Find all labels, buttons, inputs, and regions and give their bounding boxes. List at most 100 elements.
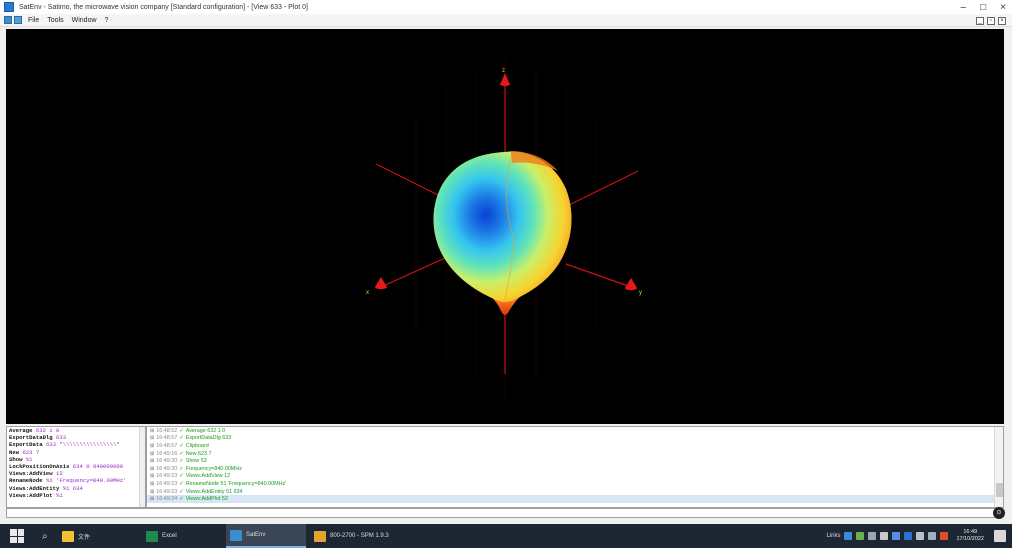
script-line[interactable]: Views:AddPlot %1: [9, 491, 63, 499]
log-scrollbar-thumb[interactable]: [996, 483, 1003, 497]
axis-cones: [375, 73, 637, 291]
menu-file[interactable]: File: [28, 16, 40, 24]
log-row[interactable]: ⊞ 16:48:57 ✓ ExportDataDlg 633: [150, 435, 232, 442]
radiation-pattern-scene: z x y: [366, 59, 642, 399]
log-row[interactable]: ⊞ 16:49:16 ✓ New 623 7: [150, 450, 212, 457]
y-axis-cone: [625, 278, 637, 288]
mdi-minimize-button[interactable]: _: [976, 16, 984, 25]
tray-app-icon[interactable]: [880, 532, 889, 540]
taskbar-app-label: Excel: [162, 533, 177, 539]
spm-app-icon: [314, 530, 326, 542]
taskbar-clock[interactable]: 16:49 17/10/2022: [956, 529, 984, 543]
menu-tools[interactable]: Tools: [47, 16, 64, 24]
mdi-window-icon[interactable]: [14, 16, 22, 24]
taskbar-app-spm[interactable]: 800-2700 - SPM 1.9.3: [314, 524, 414, 548]
script-line[interactable]: RenameNode %1 'Frequency=840.00MHz': [9, 477, 127, 485]
axis-labels: z x y: [366, 68, 642, 296]
check-icon: ✓: [179, 427, 184, 434]
expand-icon[interactable]: ⊞: [150, 496, 155, 503]
title-bar[interactable]: SatEnv - Satimo, the microwave vision co…: [0, 0, 1012, 14]
log-row[interactable]: ⊞ 16:49:23 ✓ Views:AddEntity 51 634: [150, 488, 243, 495]
script-line[interactable]: ExportDataDlg 633: [9, 434, 67, 442]
expand-icon[interactable]: ⊞: [150, 442, 155, 449]
clock-date: 17/10/2022: [956, 536, 984, 542]
menu-bar: File Tools Window ? _ ▫ ×: [0, 14, 1012, 27]
clock-time: 16:49: [963, 529, 978, 535]
script-line[interactable]: LockPositionOnAxis 634 0 840000000: [9, 463, 124, 471]
tray-app-icon[interactable]: [856, 532, 865, 540]
satenv-app-icon: [4, 2, 14, 12]
tray-links-label[interactable]: Links: [826, 533, 841, 539]
network-icon[interactable]: [904, 532, 913, 540]
taskbar-app-excel[interactable]: Excel: [146, 524, 216, 548]
log-scrollbar[interactable]: [994, 427, 1003, 507]
script-scrollbar[interactable]: [139, 427, 145, 507]
script-line[interactable]: Views:AddView 12: [9, 470, 63, 478]
expand-icon[interactable]: ⊞: [150, 465, 155, 472]
taskbar-app-files[interactable]: 文件: [62, 524, 132, 548]
y-axis-label: y: [639, 290, 642, 296]
expand-icon[interactable]: ⊞: [150, 450, 155, 457]
check-icon: ✓: [179, 488, 184, 495]
log-row[interactable]: ⊞ 16:48:52 ✓ Average 632 1 0: [150, 427, 226, 434]
x-axis-cone: [375, 277, 387, 287]
check-icon: ✓: [179, 458, 184, 465]
radiation-lobe: [433, 151, 572, 315]
event-log-pane[interactable]: ⊞ 16:48:52 ✓ Average 632 1 0 ⊞ 16:48:57 ✓ Expo…: [146, 426, 1004, 508]
taskbar-app-label: 800-2700 - SPM 1.9.3: [330, 533, 389, 539]
script-line[interactable]: Show %1: [9, 455, 33, 463]
log-row[interactable]: ⊞ 16:49:20 ✓ Frequency=840.00MHz: [150, 465, 242, 472]
notification-icon[interactable]: [994, 530, 1006, 542]
excel-icon: [146, 530, 158, 542]
tray-app-icon[interactable]: [868, 532, 877, 540]
expand-icon[interactable]: ⊞: [150, 473, 155, 480]
x-axis-label: x: [366, 290, 369, 296]
diag-axis-line-2: [560, 170, 639, 210]
script-line[interactable]: Views:AddEntity %1 634: [9, 484, 83, 492]
expand-icon[interactable]: ⊞: [150, 458, 155, 465]
satenv-icon: [230, 529, 242, 541]
maximize-button[interactable]: □: [980, 1, 987, 13]
window-controls: – □ ×: [961, 0, 1006, 14]
log-row[interactable]: ⊞ 16:49:23 ✓ Views:AddView 12: [150, 473, 231, 480]
taskbar: ⌕: [0, 524, 1012, 548]
taskbar-app-label: SatEnv: [246, 532, 266, 538]
system-tray: Links 16:49 17/10/2022: [826, 524, 1006, 548]
check-icon: ✓: [179, 450, 184, 457]
log-row[interactable]: ⊞ 16:49:23 ✓ RenameNode 51 'Frequency=840.0…: [150, 480, 287, 487]
volume-icon[interactable]: [916, 532, 925, 540]
mdi-child-icon[interactable]: [4, 16, 12, 24]
minimize-button[interactable]: –: [960, 1, 967, 13]
check-icon: ✓: [179, 496, 184, 503]
menu-window[interactable]: Window: [71, 16, 97, 24]
command-input[interactable]: [6, 508, 998, 518]
taskbar-app-satenv[interactable]: SatEnv: [226, 524, 306, 548]
ime-icon[interactable]: [928, 532, 937, 540]
command-execute-button[interactable]: ⊙: [993, 507, 1005, 519]
log-row[interactable]: ⊞ 16:48:57 ✓ Clipboard: [150, 442, 209, 449]
mdi-restore-button[interactable]: ▫: [987, 16, 995, 25]
close-button[interactable]: ×: [1000, 1, 1006, 13]
search-icon[interactable]: ⌕: [42, 530, 48, 542]
lobe-top-cap: [511, 151, 558, 171]
lobe-body: [433, 151, 572, 302]
taskbar-app-label: 文件: [78, 534, 91, 541]
expand-icon[interactable]: ⊞: [150, 435, 155, 442]
script-line[interactable]: Average 632 1 0: [9, 427, 60, 434]
tray-app-icon[interactable]: [844, 532, 853, 540]
script-line[interactable]: New 623 7: [9, 448, 40, 456]
expand-icon[interactable]: ⊞: [150, 427, 155, 434]
script-line[interactable]: ExportData 633 "\\\\\\\\\\\\\\\\": [9, 441, 120, 449]
tray-app-icon[interactable]: [892, 532, 901, 540]
tray-app-icon[interactable]: [940, 532, 949, 540]
script-history-pane[interactable]: Average 632 1 0 ExportDataDlg 633 Export…: [6, 426, 146, 508]
3d-plot-viewport[interactable]: z x y: [6, 29, 1004, 424]
expand-icon[interactable]: ⊞: [150, 488, 155, 495]
check-icon: ✓: [179, 435, 184, 442]
log-row[interactable]: ⊞ 16:49:20 ✓ Show 53: [150, 458, 207, 465]
mdi-close-button[interactable]: ×: [998, 16, 1006, 25]
log-row-selected[interactable]: ⊞ 16:49:24 ✓ Views:AddPlot 52: [147, 495, 1003, 503]
windows-start-icon[interactable]: [10, 529, 24, 543]
expand-icon[interactable]: ⊞: [150, 480, 155, 487]
menu-help[interactable]: ?: [104, 16, 109, 24]
